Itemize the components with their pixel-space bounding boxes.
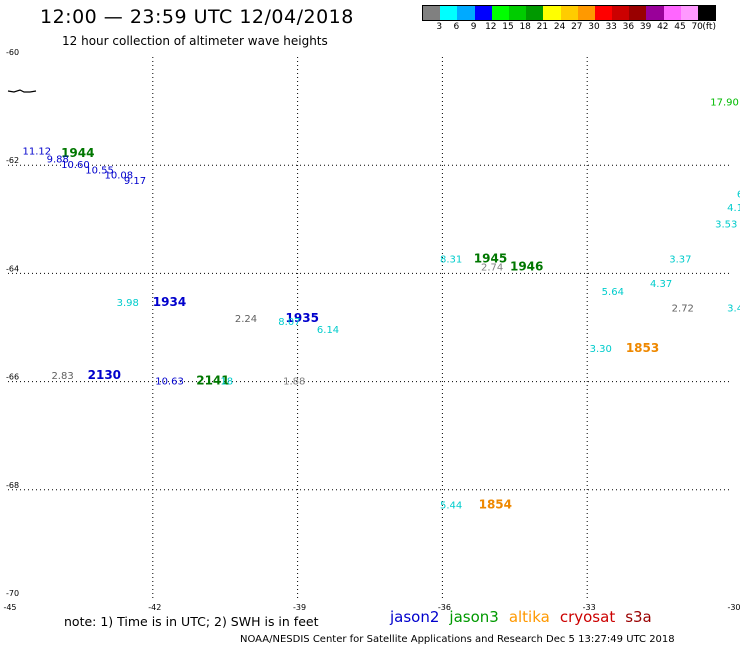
colorbar-tick-label: 6 xyxy=(453,22,460,32)
colorbar-tick-label: 36 xyxy=(622,22,635,32)
colorbar-tick-label: 12 xyxy=(485,22,497,32)
wave-height-label: 10.60 xyxy=(61,160,90,171)
longitude-tick-label: -30 xyxy=(727,603,740,612)
longitude-tick-label: -36 xyxy=(438,603,451,612)
colorbar-swatch xyxy=(646,6,664,20)
wave-height-label: 2.72 xyxy=(672,303,694,314)
wave-height-label: 8.31 xyxy=(440,255,462,266)
longitude-tick-label: -39 xyxy=(293,603,306,612)
latitude-tick-label: -68 xyxy=(6,481,19,490)
coastline-fragment xyxy=(7,89,37,93)
wave-height-label: 3.53 xyxy=(715,219,737,230)
colorbar-tick-label: 9 xyxy=(470,22,477,32)
colorbar-swatch xyxy=(474,6,492,20)
pass-time-label: 1854 xyxy=(479,498,512,512)
map-subtitle: 12 hour collection of altimeter wave hei… xyxy=(62,34,328,48)
wave-height-label: 4.37 xyxy=(650,279,672,290)
colorbar-swatch xyxy=(440,6,458,20)
pass-time-label: 1853 xyxy=(626,341,659,355)
latitude-tick-label: -70 xyxy=(6,589,19,598)
colorbar-tick-label: 21 xyxy=(536,22,549,32)
colorbar-swatch xyxy=(629,6,647,20)
wave-height-label: 3.4 xyxy=(727,303,740,314)
wave-height-label: 3.30 xyxy=(590,344,612,355)
colorbar-tick-label: 39 xyxy=(639,22,652,32)
colorbar-tick-label: 27 xyxy=(571,22,583,32)
longitude-tick-label: -42 xyxy=(148,603,161,612)
wave-height-label: 9.17 xyxy=(124,176,146,187)
latitude-tick-label: -60 xyxy=(6,48,19,57)
legend-entry-cryosat: cryosat xyxy=(559,608,616,626)
colorbar-swatch xyxy=(560,6,578,20)
wave-height-label: 2.74 xyxy=(481,263,503,274)
pass-time-label: 1935 xyxy=(286,311,319,325)
wave-height-label: 6.9 xyxy=(737,190,740,201)
colorbar-swatch xyxy=(526,6,544,20)
wave-height-label: 10.55 xyxy=(85,165,114,176)
legend-entry-jason2: jason2 xyxy=(390,608,440,626)
colorbar-tick-label: 3 xyxy=(436,22,443,32)
colorbar-swatch xyxy=(457,6,475,20)
colorbar-tick-label: 30 xyxy=(588,22,600,32)
colorbar-unit: (ft) xyxy=(702,22,716,32)
wave-height-label: 5.64 xyxy=(602,287,624,298)
wave-height-label: 10.08 xyxy=(105,171,134,182)
wave-height-label: 6.14 xyxy=(317,325,339,336)
legend-entry-s3a: s3a xyxy=(625,608,652,626)
colorbar-tick-label: 15 xyxy=(502,22,514,32)
colorbar-swatch xyxy=(663,6,681,20)
footer-credit: NOAA/NESDIS Center for Satellite Applica… xyxy=(240,634,675,645)
wave-height-label: 4.17 xyxy=(727,203,740,214)
colorbar-tick-label: 33 xyxy=(605,22,617,32)
pass-time-label: 1944 xyxy=(61,146,94,160)
colorbar-swatch xyxy=(680,6,698,20)
wave-height-label: 2.83 xyxy=(51,371,73,382)
latitude-tick-label: -62 xyxy=(6,156,19,165)
wave-height-label: 2.24 xyxy=(235,314,257,325)
latitude-tick-label: -66 xyxy=(6,373,19,382)
wave-height-label: 17.90 xyxy=(710,98,739,109)
wave-height-label: 1.88 xyxy=(283,376,305,387)
pass-time-label: 1945 xyxy=(474,252,507,266)
colorbar-swatch xyxy=(508,6,527,20)
colorbar-swatch xyxy=(577,6,595,20)
legend-entry-jason3: jason3 xyxy=(449,608,499,626)
colorbar-tick-label: 45 xyxy=(674,22,686,32)
satellite-legend: jason2 jason3 altika cryosat s3a xyxy=(390,608,662,626)
colorbar-labels: 3 6 9 12 15 18 21 24 27 30 33 36 39 42 45 70 (ft) xyxy=(422,22,740,34)
wave-height-label: 8.07 xyxy=(278,317,300,328)
legend-entry-altika: altika xyxy=(508,608,550,626)
colorbar-tick-label: 24 xyxy=(553,22,566,32)
map-title: 12:00 — 23:59 UTC 12/04/2018 xyxy=(40,6,354,28)
colorbar-swatch xyxy=(423,6,441,20)
colorbar xyxy=(422,5,717,21)
longitude-tick-label: -45 xyxy=(3,603,16,612)
wave-height-label: 5.44 xyxy=(440,501,462,512)
pass-time-label: 2141 xyxy=(196,373,229,387)
note-text: note: 1) Time is in UTC; 2) SWH is in fe… xyxy=(64,614,319,629)
longitude-tick-label: -33 xyxy=(583,603,596,612)
colorbar-swatch xyxy=(612,6,630,20)
colorbar-tick-label: 70 xyxy=(691,22,703,32)
wave-height-label: 3.98 xyxy=(117,298,139,309)
colorbar-swatch xyxy=(594,6,613,20)
wave-height-label: 11.12 xyxy=(22,146,51,157)
colorbar-tick-label: 42 xyxy=(657,22,669,32)
colorbar-swatch xyxy=(543,6,561,20)
wave-height-label: 10.63 xyxy=(155,376,184,387)
colorbar-swatch xyxy=(491,6,509,20)
wave-height-label: 3.37 xyxy=(669,255,691,266)
wave-height-label: 9.88 xyxy=(47,154,69,165)
pass-time-label: 1946 xyxy=(510,260,543,274)
colorbar-swatch xyxy=(698,6,716,20)
pass-time-label: 2130 xyxy=(88,368,121,382)
wave-height-label: 18 xyxy=(220,376,233,387)
latitude-tick-label: -64 xyxy=(6,264,19,273)
pass-time-label: 1934 xyxy=(153,295,186,309)
colorbar-tick-label: 18 xyxy=(519,22,531,32)
